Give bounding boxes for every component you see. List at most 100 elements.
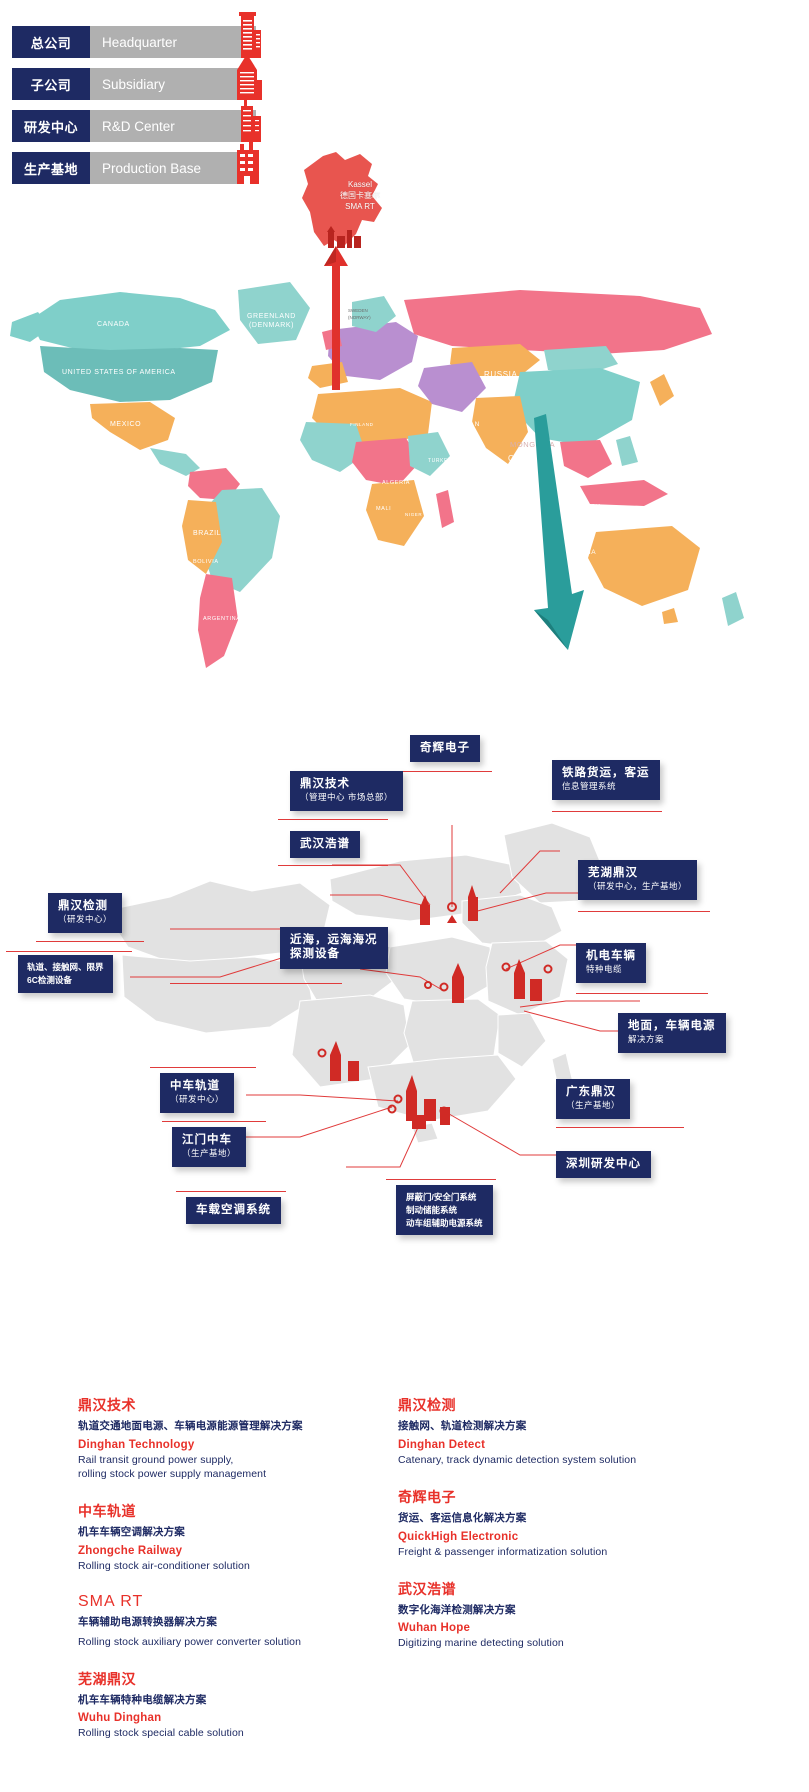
callout-rule [150,1067,256,1068]
callout-rule [162,1121,266,1122]
callout-title: 奇辉电子 [420,742,470,754]
legend-item-subsidiary[interactable]: 子公司 Subsidiary [12,54,262,100]
map-label-libya: LIBYA [420,480,438,486]
brand-en-name: Dinghan Detect [398,1438,486,1451]
callout-dinghan-technology[interactable]: 鼎汉技术 （管理中心 市场总部） [290,771,403,811]
callout-rule [578,911,710,912]
callout-track-catenary-gauge[interactable]: 轨道、接触网、限界 6C检测设备 [18,955,113,993]
brand-item-dinghan-technology: 鼎汉技术 轨道交通地面电源、车辆电源能源管理解决方案 Dinghan Techn… [78,1395,378,1481]
callout-sub: （研发中心） [170,1094,225,1105]
legend-item-production-base[interactable]: 生产基地 Production Base [12,142,259,184]
callout-title: 地面，车辆电源 [628,1020,716,1032]
map-label-algeria: ALGERIA [382,480,410,486]
brand-en-desc: Rail transit ground power supply, rollin… [78,1453,267,1480]
germany-label: Kassel 德国卡塞尔 SMA RT [330,180,390,212]
world-map-svg: GREENLAND (DENMARK) CANADA UNITED STATES… [10,246,756,668]
callout-sub: （研发中心） [58,914,113,925]
legend-cn-label: 总公司 [12,26,90,58]
callout-title: 轨道、接触网、限界 [27,962,104,972]
brand-en-name: Wuhu Dinghan [78,1712,162,1725]
country-usa [40,346,218,402]
map-label-india: INDIA [485,489,505,496]
brand-solutions-list: 鼎汉技术 轨道交通地面电源、车辆电源能源管理解决方案 Dinghan Techn… [0,1395,809,1761]
callout-sub: （生产基地） [182,1148,237,1159]
brand-en-desc: Catenary, track dynamic detection system… [398,1453,637,1466]
teal-arrow-to-australia [534,414,584,650]
callout-wuhan-hope[interactable]: 武汉浩谱 [290,831,360,859]
callout-wuhu-dinghan[interactable]: 芜湖鼎汉 （研发中心，生产基地） [578,860,698,900]
brand-en-desc: Rolling stock air-conditioner solution [78,1559,250,1572]
country-mongolia [544,346,618,374]
country-canada [30,292,230,356]
country-russia [404,290,712,354]
brand-en-desc: Rolling stock auxiliary power converter … [78,1635,302,1648]
brand-item-quickhigh-electronic: 奇辉电子 货运、客运信息化解决方案 QuickHigh Electronic F… [398,1487,698,1559]
callout-title: 机电车辆 [586,950,636,962]
country-new-zealand [722,592,744,626]
callout-jiangmen-zhongche[interactable]: 江门中车 （生产基地） [172,1127,247,1167]
callout-rule [176,1191,286,1192]
country-indonesia [580,480,668,506]
callout-title: 车载空调系统 [196,1204,271,1216]
legend-cn-label: 子公司 [12,68,90,100]
callout-sub: 信息管理系统 [562,781,617,792]
germany-kassel-callout: Kassel 德国卡塞尔 SMA RT [290,150,400,260]
legend-cn-label: 研发中心 [12,110,90,142]
callout-onboard-ac-system[interactable]: 车载空调系统 [186,1197,281,1225]
map-label-indonesia: INDONESIA [555,549,596,556]
map-label-greenland: GREENLAND [247,313,296,320]
red-arrow-to-germany [324,246,348,390]
legend-en-label: Headquarter [90,26,256,58]
callout-title: 鼎汉检测 [58,900,108,912]
callout-rule [376,771,492,772]
map-label-canada: CANADA [97,321,130,328]
map-label-niger: NIGER [405,512,422,517]
callout-offshore-deepsea-survey[interactable]: 近海，远海海况 探测设备 [280,927,388,969]
callout-title: 近海，远海海况 [290,934,378,946]
callout-rule [6,951,132,952]
callout-guangdong-dinghan[interactable]: 广东鼎汉 （生产基地） [556,1079,631,1119]
map-label-kazakhstan: KAZAKHSTAN [431,421,480,428]
legend-item-headquarter[interactable]: 总公司 Headquarter [12,12,261,58]
country-west-africa [300,422,366,472]
callout-rule [576,993,708,994]
map-label-new-zealand2: ZEALAND [729,648,756,654]
map-label-new-zealand: NEW [733,640,746,646]
callout-electromechanical-vehicle[interactable]: 机电车辆 特种电缆 [576,943,646,983]
callout-shenzhen-rd-center[interactable]: 深圳研发中心 [556,1151,651,1179]
callout-sub: （生产基地） [566,1100,621,1111]
legend-en-label: R&D Center [90,110,256,142]
country-spain [308,362,348,388]
callout-rule [552,811,662,812]
callout-title: 中车轨道 [170,1080,220,1092]
callout-title: 芜湖鼎汉 [588,867,638,879]
legend-item-rd-center[interactable]: 研发中心 R&D Center [12,98,261,142]
callout-ground-vehicle-power[interactable]: 地面，车辆电源 解决方案 [618,1013,726,1053]
brand-cn-desc: 轨道交通地面电源、车辆电源能源管理解决方案 [78,1420,303,1432]
map-label-mongolia: MONGOLIA [510,440,555,449]
map-label-denmark: (DENMARK) [249,322,294,329]
country-brazil [200,488,280,592]
brand-cn-desc: 车辆辅助电源转换器解决方案 [78,1615,218,1628]
callout-zhongche-railway[interactable]: 中车轨道 （研发中心） [160,1073,235,1113]
callout-rule [278,819,388,820]
callout-railway-freight-passenger[interactable]: 铁路货运，客运 信息管理系统 [552,760,660,800]
callout-dinghan-detect[interactable]: 鼎汉检测 （研发中心） [48,893,123,933]
germany-city-en: Kassel [347,180,372,189]
callout-sub: （管理中心 市场总部） [300,792,393,803]
legend-en-label: Production Base [90,152,256,184]
map-label-philippines: PHILIPPINES [606,508,647,514]
province-henan-hubei [385,936,495,1008]
callout-title: 广东鼎汉 [566,1086,616,1098]
germany-city-cn: 德国卡塞尔 [340,190,380,200]
country-tasmania [662,608,678,624]
germany-shape [302,152,382,246]
callout-title: 铁路货运，客运 [562,767,650,779]
china-map: 奇辉电子 鼎汉技术 （管理中心 市场总部） 武汉浩谱 铁路货运，客运 信息管理系… [0,715,809,1275]
country-china [512,368,640,446]
country-madagascar [436,490,454,528]
callout-door-safety-systems[interactable]: 屏蔽门/安全门系统 制动储能系统 动车组辅助电源系统 [396,1185,493,1236]
country-east-africa [408,432,450,476]
callout-qihui-electronic[interactable]: 奇辉电子 [410,735,480,763]
